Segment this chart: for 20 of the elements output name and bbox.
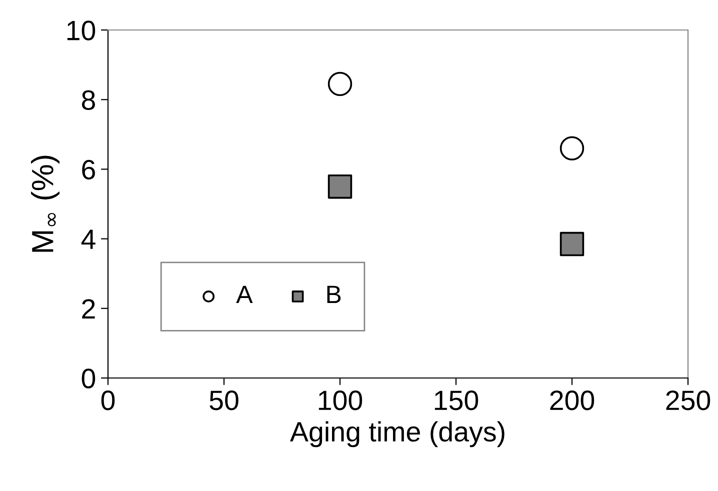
legend-label: B <box>327 286 341 304</box>
y-tick-label: 6 <box>82 160 95 180</box>
y-tick-label: 2 <box>82 299 95 318</box>
x-axis-title: Aging time (days) <box>290 421 504 448</box>
y-tick-label: 8 <box>82 90 95 110</box>
point <box>328 72 352 96</box>
point <box>560 136 584 160</box>
x-tick-label: 100 <box>318 390 362 410</box>
x-tick-label: 50 <box>210 390 238 410</box>
y-tick-label: 0 <box>82 368 96 388</box>
point <box>560 232 584 256</box>
x-tick-label: 150 <box>434 390 478 410</box>
point <box>328 174 352 199</box>
y-tick-label: 4 <box>81 230 96 249</box>
x-tick-label: 200 <box>550 390 594 410</box>
x-tick-label: 0 <box>101 390 115 410</box>
x-tick-label: 250 <box>666 390 710 410</box>
y-tick-label: 10 <box>67 20 96 40</box>
y-axis-title: M$_{∞}$ (%) <box>31 156 60 252</box>
legend-label: A <box>236 286 253 304</box>
